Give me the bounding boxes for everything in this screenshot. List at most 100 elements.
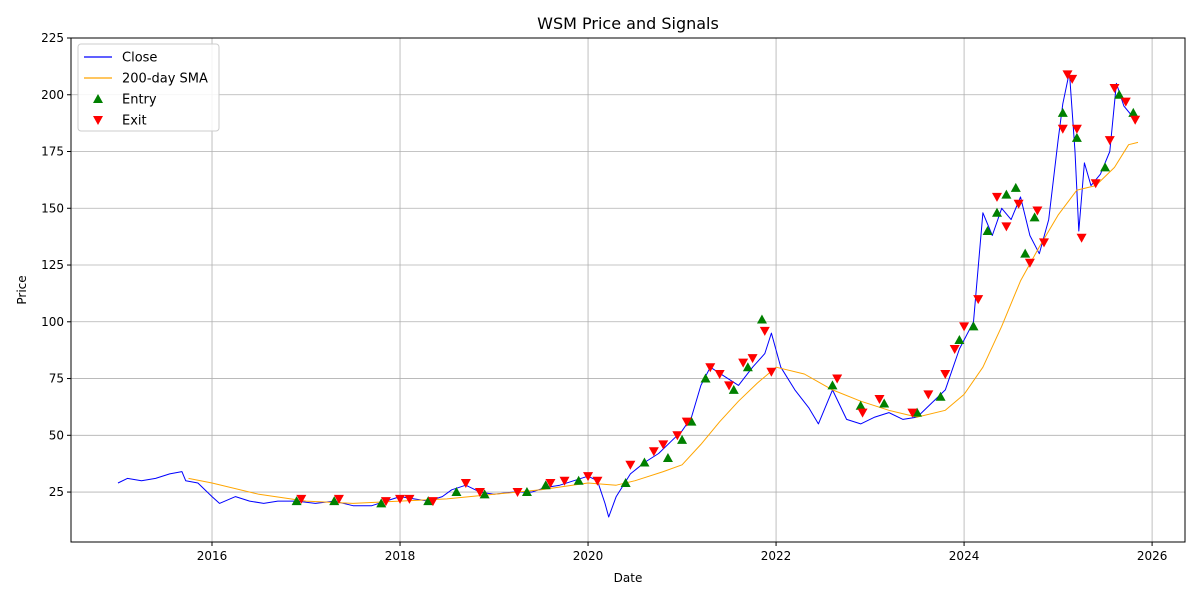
entry-marker — [540, 480, 551, 490]
exit-marker — [724, 381, 735, 391]
entry-marker — [1114, 89, 1125, 99]
entry-marker — [700, 373, 711, 383]
exit-marker — [512, 488, 523, 498]
exit-marker — [759, 326, 770, 336]
y-tick-label: 225 — [41, 31, 64, 45]
exit-marker — [1130, 115, 1141, 125]
exit-marker — [1109, 83, 1120, 93]
entry-marker — [1020, 248, 1031, 258]
exit-marker — [973, 295, 984, 305]
exit-marker — [940, 370, 951, 379]
entry-marker — [1128, 107, 1139, 117]
entry-marker — [1001, 189, 1012, 199]
exit-marker — [1104, 136, 1115, 146]
entry-marker — [935, 391, 946, 401]
exit-marker — [648, 447, 659, 457]
entry-marker — [423, 496, 434, 506]
exit-marker — [592, 476, 603, 486]
x-tick-label: 2022 — [761, 549, 792, 563]
exit-marker — [681, 417, 692, 427]
exit-marker — [333, 494, 344, 504]
y-tick-label: 25 — [49, 485, 64, 499]
entry-marker — [677, 434, 688, 444]
chart-title: WSM Price and Signals — [537, 14, 719, 33]
entry-marker — [686, 416, 697, 426]
legend-entry: 200-day SMA — [122, 72, 208, 87]
y-tick-label: 100 — [41, 315, 64, 329]
y-tick-label: 150 — [41, 201, 64, 215]
entry-marker — [1071, 132, 1082, 142]
exit-marker — [1032, 206, 1043, 216]
legend-swatch — [93, 94, 103, 103]
exit-marker — [959, 322, 970, 332]
y-tick-label: 200 — [41, 88, 64, 102]
legend: Close 200-day SMA Entry Exit — [77, 43, 220, 132]
exit-marker — [1062, 70, 1073, 80]
entry-marker — [620, 477, 631, 487]
axis-ticks: 2016 2018 2020 2022 2024 2026 25 50 75 100 125 150 1… — [41, 31, 1167, 563]
exit-marker — [1001, 222, 1012, 232]
exit-marker — [1076, 233, 1087, 243]
entry-marker — [451, 487, 462, 497]
exit-marker — [923, 390, 934, 400]
plot-area — [117, 70, 1141, 518]
exit-marker — [474, 488, 485, 498]
exit-marker — [949, 345, 960, 355]
exit-marker — [747, 354, 758, 364]
legend-entry: Exit — [122, 114, 147, 129]
exit-marker — [766, 367, 777, 377]
entry-marker — [968, 321, 979, 331]
exit-marker — [1090, 179, 1101, 189]
entry-marker — [1100, 162, 1111, 172]
entry-marker — [1029, 212, 1040, 222]
entry-marker — [728, 384, 739, 394]
legend-swatch — [93, 116, 103, 125]
entry-marker — [879, 398, 890, 408]
entry-marker — [1057, 107, 1068, 117]
entry-marker — [912, 407, 923, 417]
exit-marker — [1120, 97, 1131, 107]
y-tick-label: 75 — [49, 372, 64, 386]
x-tick-label: 2026 — [1137, 549, 1168, 563]
entry-marker — [982, 225, 993, 235]
exit-marker — [991, 192, 1002, 202]
exit-marker — [714, 370, 725, 379]
y-axis-label: Price — [15, 275, 29, 304]
entry-marker — [756, 314, 767, 324]
entry-marker — [1010, 182, 1021, 192]
exit-marker — [380, 497, 391, 507]
entry-marker — [521, 487, 532, 497]
entry-marker — [573, 475, 584, 485]
exit-marker — [907, 408, 918, 418]
entry-marker — [376, 498, 387, 508]
entry-marker — [329, 496, 340, 506]
exit-marker — [427, 497, 438, 507]
exit-marker — [545, 478, 556, 488]
entry-marker — [291, 496, 302, 506]
x-tick-label: 2024 — [949, 549, 980, 563]
exit-marker — [1067, 74, 1078, 84]
exit-marker — [738, 358, 749, 368]
exit-marker — [705, 363, 716, 373]
entry-marker — [639, 457, 650, 467]
exit-marker — [296, 494, 307, 504]
x-axis-label: Date — [614, 571, 643, 585]
y-tick-label: 125 — [41, 258, 64, 272]
exit-marker — [1071, 124, 1082, 134]
exit-marker — [583, 472, 594, 482]
exit-marker — [460, 478, 471, 488]
x-tick-label: 2016 — [197, 549, 228, 563]
exit-marker — [395, 494, 406, 504]
exit-marker — [1024, 258, 1035, 268]
entry-marker — [855, 400, 866, 410]
exit-marker — [1057, 124, 1068, 134]
exit-marker — [1038, 238, 1049, 248]
exit-marker — [658, 440, 669, 450]
exit-marker — [857, 408, 868, 418]
entry-marker — [662, 453, 673, 462]
exit-marker — [404, 494, 415, 504]
exit-marker — [625, 460, 636, 470]
exit-marker — [559, 476, 570, 486]
exit-marker — [874, 394, 885, 404]
